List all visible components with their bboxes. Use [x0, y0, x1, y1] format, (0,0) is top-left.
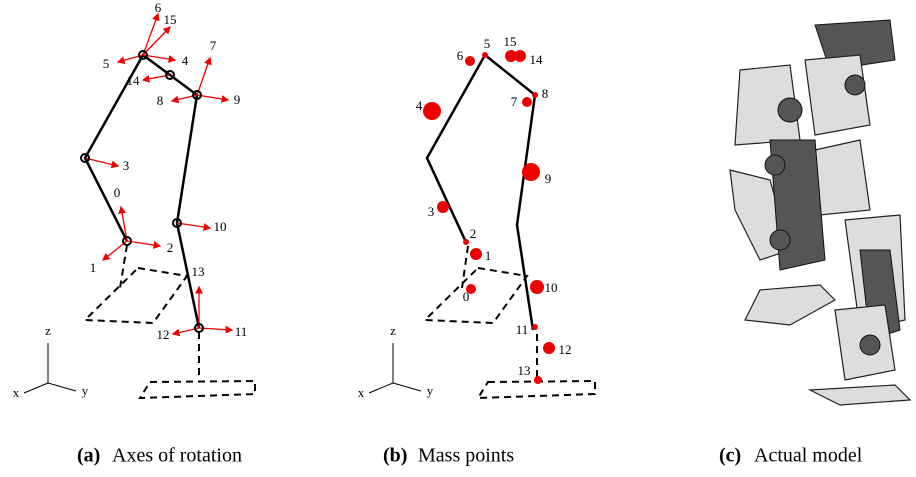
- joint-label: 7: [210, 38, 217, 53]
- panel-label: (c): [719, 445, 741, 467]
- mass-label: 5: [484, 36, 491, 51]
- joint-label: 14: [127, 73, 141, 88]
- joint-label: 13: [192, 264, 205, 279]
- mass-label: 15: [504, 34, 517, 49]
- mass-label: 9: [545, 171, 552, 186]
- mass-label: 7: [511, 94, 518, 109]
- figure: 0123456789101112131415012345678910111213…: [0, 0, 916, 477]
- mass-point: [543, 342, 555, 354]
- mass-point: [532, 324, 538, 330]
- mass-label: 11: [516, 322, 529, 337]
- axis-y: [48, 383, 76, 391]
- mass-label: 2: [470, 226, 477, 241]
- rotation-axis: [127, 241, 160, 246]
- axis-label: x: [13, 385, 20, 400]
- panel-a-skeleton: [85, 55, 255, 398]
- joint-label: 10: [214, 219, 227, 234]
- panel-label: (b): [383, 445, 407, 467]
- axis-y: [393, 383, 421, 391]
- rotation-axis: [197, 58, 210, 95]
- mass-label: 8: [542, 86, 549, 101]
- joint-label: 11: [235, 324, 248, 339]
- mass-point: [437, 201, 449, 213]
- axis-x: [24, 383, 48, 393]
- rotation-axis: [143, 14, 158, 55]
- mass-label: 1: [485, 248, 492, 263]
- axis-label: z: [45, 323, 51, 338]
- axis-label: y: [427, 383, 434, 398]
- mass-label: 12: [559, 342, 572, 357]
- mass-label: 3: [428, 204, 435, 219]
- mass-point: [505, 50, 517, 62]
- joint-label: 3: [123, 158, 130, 173]
- joint-label: 1: [90, 260, 97, 275]
- mass-point: [522, 163, 540, 181]
- axis-x: [369, 383, 393, 393]
- panel-caption: Actual model: [754, 445, 863, 467]
- joint-label: 12: [157, 327, 170, 342]
- axis-label: z: [390, 323, 396, 338]
- axis-label: x: [358, 385, 365, 400]
- mass-point: [530, 280, 544, 294]
- axis-label: y: [82, 383, 89, 398]
- rotation-axis: [177, 223, 210, 228]
- panel-caption: Axes of rotation: [112, 445, 242, 467]
- joint-label: 5: [103, 56, 110, 71]
- mass-point: [482, 52, 488, 58]
- mass-point: [463, 239, 469, 245]
- mass-label: 0: [463, 289, 470, 304]
- panel-caption: Mass points: [418, 445, 514, 467]
- mass-point: [522, 97, 532, 107]
- mass-point: [470, 248, 482, 260]
- panel-label: (a): [77, 445, 100, 467]
- joint-label: 15: [164, 12, 177, 27]
- joint-label: 8: [157, 93, 164, 108]
- rotation-axis: [143, 27, 170, 55]
- mass-label: 14: [530, 52, 544, 67]
- joint-label: 2: [167, 240, 174, 255]
- mass-point: [465, 56, 475, 66]
- mass-label: 10: [545, 280, 558, 295]
- mass-point: [532, 92, 538, 98]
- mass-label: 4: [416, 98, 423, 113]
- mass-point: [534, 376, 542, 384]
- joint-label: 9: [234, 92, 241, 107]
- joint-label: 4: [182, 53, 189, 68]
- joint-label: 6: [155, 0, 162, 15]
- mass-point: [423, 102, 441, 120]
- mass-label: 13: [518, 363, 531, 378]
- joint-label: 0: [114, 185, 121, 200]
- robot-model: [730, 20, 910, 405]
- mass-label: 6: [457, 48, 464, 63]
- rotation-axis: [85, 158, 118, 166]
